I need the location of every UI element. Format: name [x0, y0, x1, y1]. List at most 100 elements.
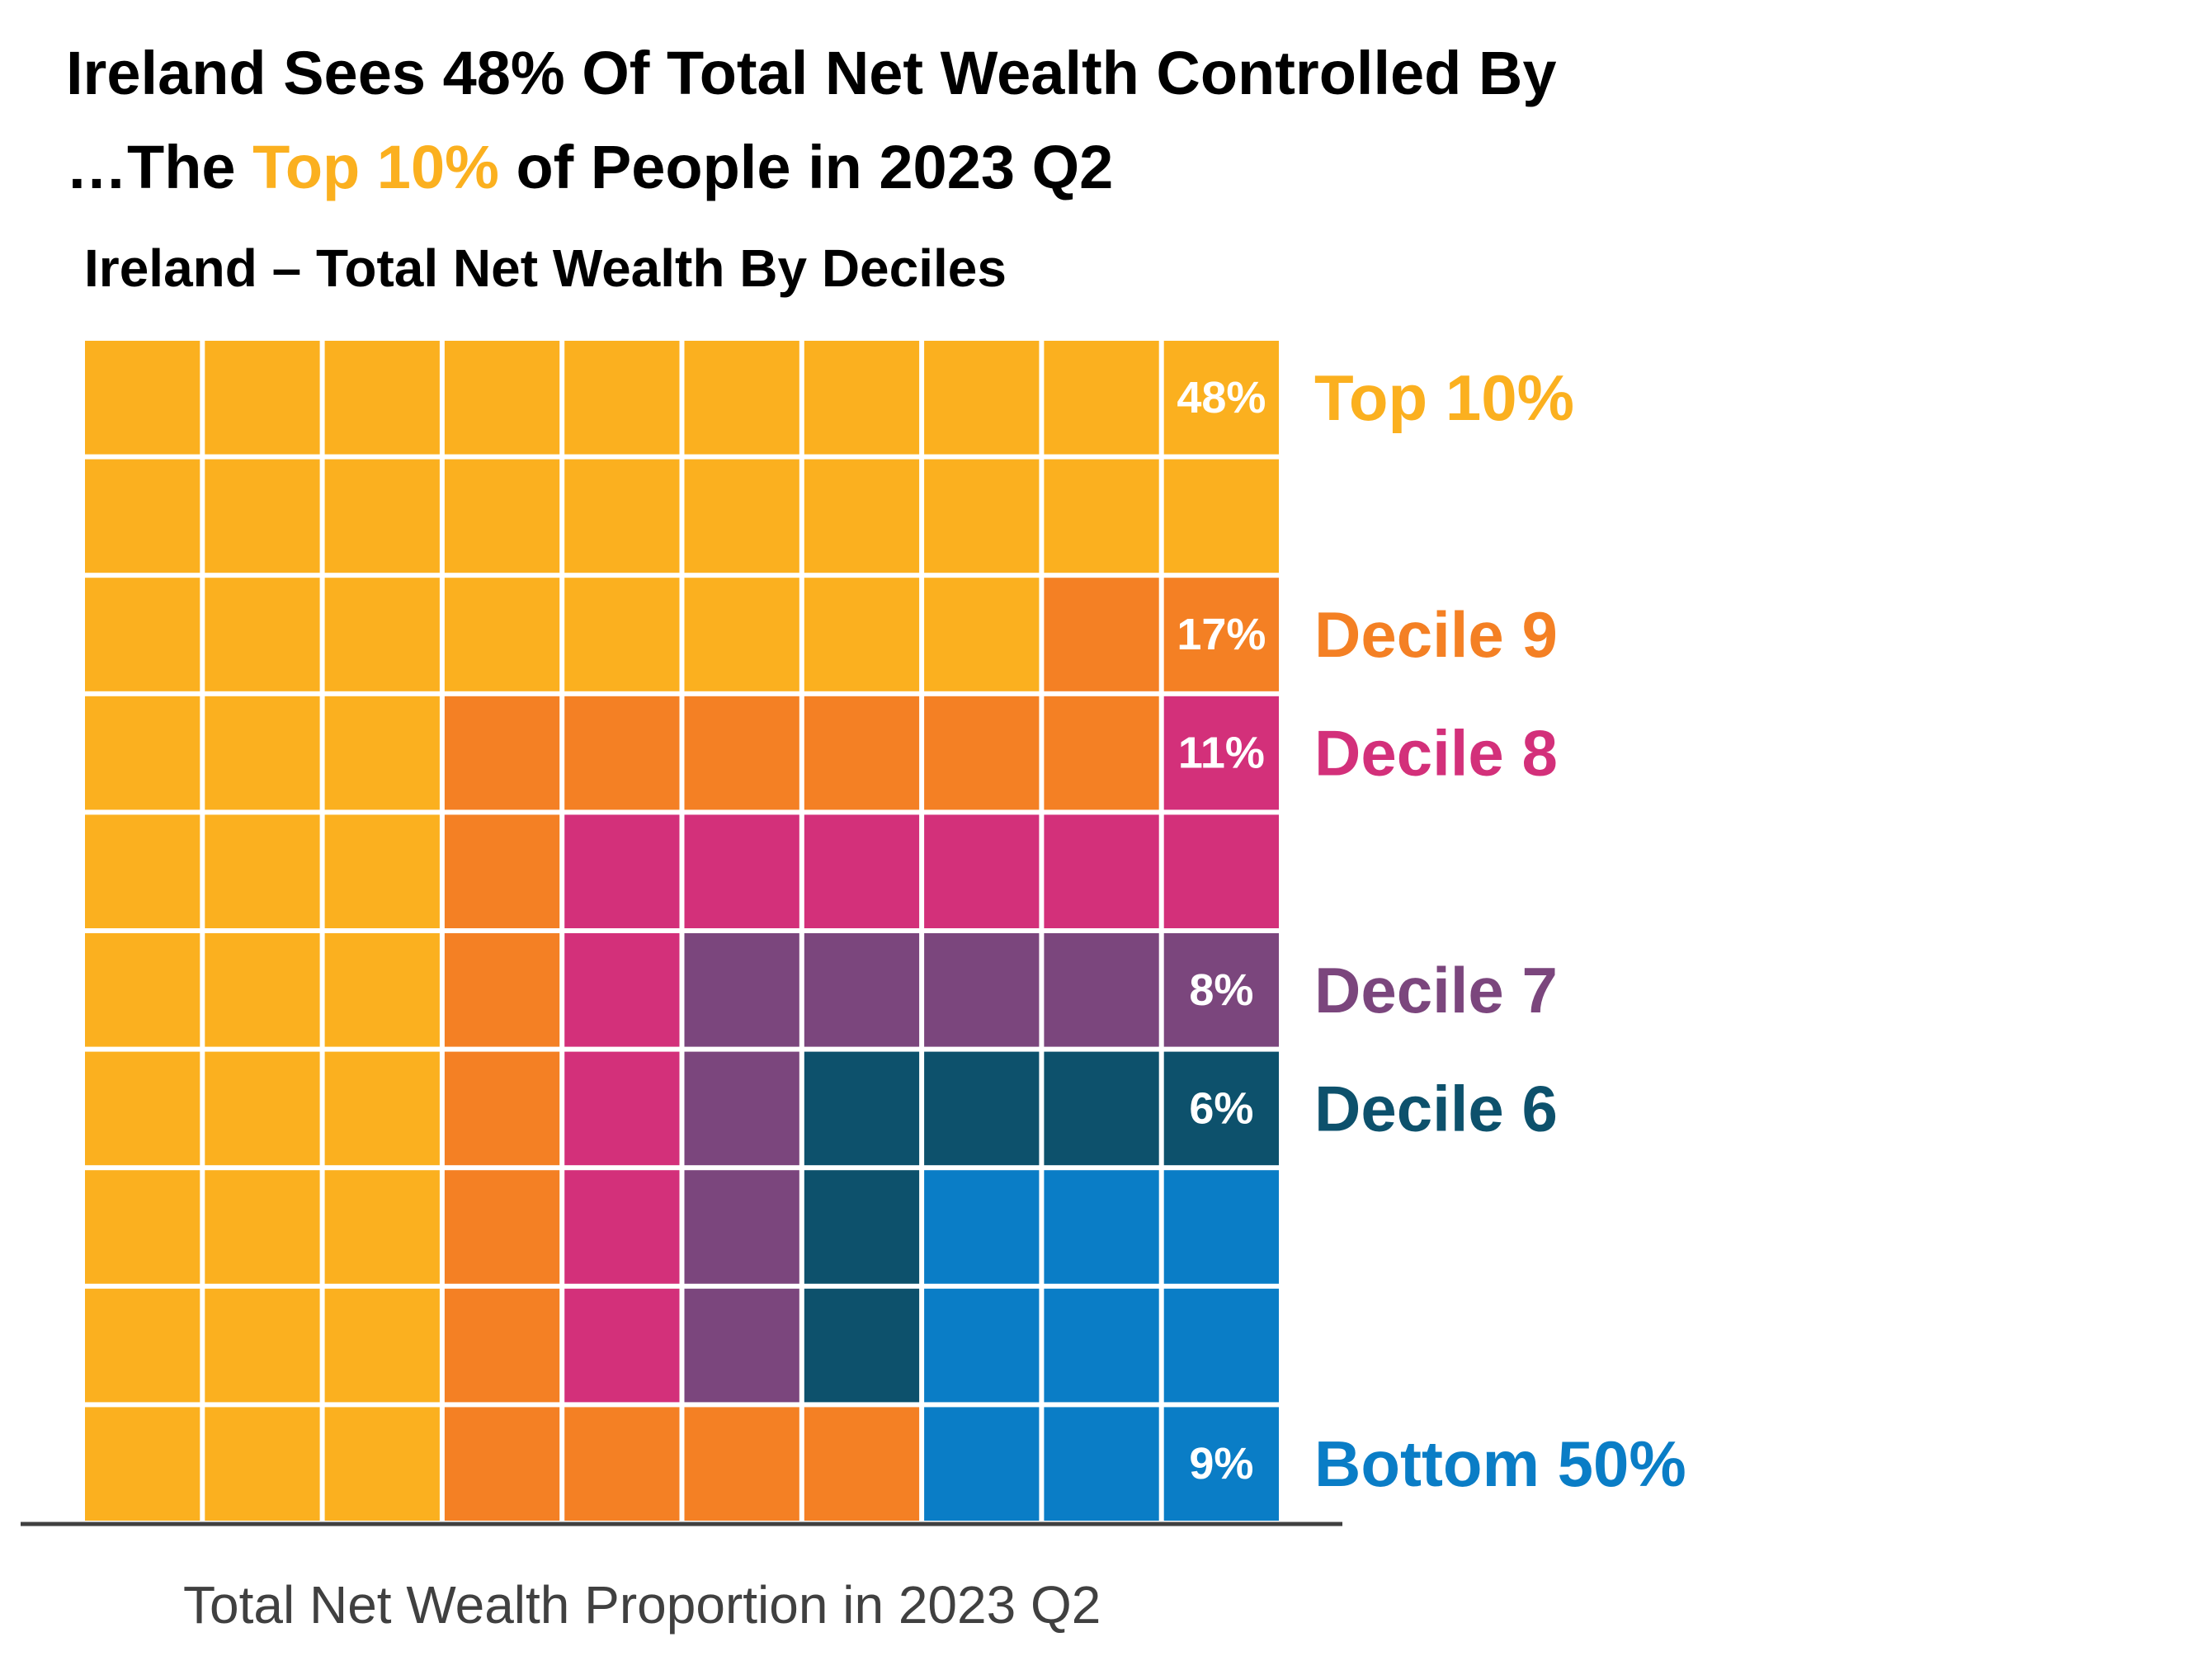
waffle-cell-decile9	[444, 1407, 560, 1521]
x-axis-label: Total Net Wealth Proportion in 2023 Q2	[183, 1575, 1101, 1635]
waffle-cell-decile7	[684, 933, 799, 1047]
waffle-cell-top10	[804, 341, 920, 455]
waffle-cell-top10	[1044, 341, 1159, 455]
waffle-cell-decile8	[564, 814, 680, 928]
series-name-decile9: Decile 9	[1314, 598, 1558, 671]
waffle-cell-decile9	[444, 814, 560, 928]
waffle-cell-top10	[205, 341, 320, 455]
waffle-cell-decile8	[924, 814, 1040, 928]
value-label-decile8: 11%	[1178, 729, 1265, 778]
waffle-cell-top10	[444, 578, 560, 691]
waffle-cell-top10	[205, 1407, 320, 1521]
waffle-cell-top10	[324, 1170, 440, 1284]
series-name-decile8: Decile 8	[1314, 717, 1558, 790]
waffle-cell-top10	[564, 459, 680, 573]
title-suffix: of People in 2023 Q2	[498, 133, 1114, 201]
waffle-cell-decile9	[564, 696, 680, 810]
waffle-cell-top10	[924, 459, 1040, 573]
waffle-cell-decile7	[684, 1288, 799, 1403]
title-highlight: Top 10%	[252, 133, 499, 201]
waffle-cell-top10	[324, 933, 440, 1047]
waffle-cell-bottom50	[1163, 1170, 1279, 1284]
waffle-cell-top10	[85, 1170, 200, 1284]
waffle-cell-decile9	[444, 933, 560, 1047]
series-name-decile6: Decile 6	[1314, 1072, 1558, 1144]
waffle-cell-decile7	[684, 1051, 799, 1166]
title-prefix: …The	[66, 133, 253, 201]
waffle-cell-top10	[205, 459, 320, 573]
waffle-cell-decile6	[1044, 1051, 1159, 1166]
waffle-cell-top10	[205, 578, 320, 691]
waffle-cell-decile8	[564, 1288, 680, 1403]
waffle-cell-decile8	[564, 1051, 680, 1166]
waffle-cell-top10	[804, 578, 920, 691]
waffle-cell-decile9	[684, 696, 799, 810]
waffle-cell-bottom50	[1044, 1288, 1159, 1403]
waffle-cell-decile7	[924, 933, 1040, 1047]
waffle-cell-bottom50	[924, 1170, 1040, 1284]
waffle-cell-decile7	[804, 933, 920, 1047]
waffle-cell-top10	[324, 1407, 440, 1521]
waffle-cell-decile8	[1163, 696, 1279, 810]
waffle-cell-top10	[85, 1407, 200, 1521]
waffle-cell-decile9	[444, 1170, 560, 1284]
value-label-decile6: 6%	[1189, 1083, 1253, 1133]
waffle-cell-decile9	[444, 696, 560, 810]
waffle-cell-decile6	[924, 1051, 1040, 1166]
waffle-cell-decile9	[804, 696, 920, 810]
waffle-cell-decile6	[804, 1051, 920, 1166]
waffle-cell-top10	[324, 814, 440, 928]
waffle-cell-bottom50	[1044, 1170, 1159, 1284]
chart-subtitle: Ireland – Total Net Wealth By Deciles	[84, 238, 1007, 298]
waffle-cell-top10	[85, 341, 200, 455]
waffle-cell-decile7	[1044, 933, 1159, 1047]
waffle-cell-top10	[205, 933, 320, 1047]
chart-title-line-1: Ireland Sees 48% Of Total Net Wealth Con…	[66, 39, 1557, 107]
waffle-cell-top10	[444, 341, 560, 455]
waffle-cell-bottom50	[1163, 1288, 1279, 1403]
waffle-cell-top10	[804, 459, 920, 573]
waffle-cell-decile7	[1163, 933, 1279, 1047]
series-name-top10: Top 10%	[1314, 361, 1574, 434]
waffle-cell-top10	[205, 1051, 320, 1166]
waffle-cell-bottom50	[924, 1288, 1040, 1403]
waffle-cell-decile6	[804, 1170, 920, 1284]
chart-title-line-2: …The Top 10% of People in 2023 Q2	[66, 137, 1113, 198]
waffle-cell-top10	[924, 341, 1040, 455]
waffle-cell-top10	[85, 933, 200, 1047]
waffle-cell-top10	[684, 459, 799, 573]
waffle-cell-top10	[684, 341, 799, 455]
waffle-cell-top10	[324, 459, 440, 573]
waffle-cell-top10	[564, 341, 680, 455]
waffle-cell-decile9	[564, 1407, 680, 1521]
waffle-cell-bottom50	[924, 1407, 1040, 1521]
waffle-cell-top10	[85, 578, 200, 691]
waffle-cell-decile9	[1163, 578, 1279, 691]
waffle-cell-decile6	[804, 1288, 920, 1403]
waffle-cell-top10	[324, 341, 440, 455]
waffle-cell-decile9	[924, 696, 1040, 810]
series-name-bottom50: Bottom 50%	[1314, 1427, 1686, 1500]
waffle-cell-decile8	[1163, 814, 1279, 928]
waffle-cell-top10	[924, 578, 1040, 691]
waffle-cell-top10	[85, 1051, 200, 1166]
waffle-cell-decile8	[564, 1170, 680, 1284]
waffle-cell-bottom50	[1044, 1407, 1159, 1521]
waffle-cell-decile9	[444, 1051, 560, 1166]
waffle-cell-top10	[1163, 459, 1279, 573]
waffle-cell-bottom50	[1163, 1407, 1279, 1521]
waffle-cell-decile6	[1163, 1051, 1279, 1166]
waffle-cell-decile8	[804, 814, 920, 928]
waffle-cell-decile8	[1044, 814, 1159, 928]
waffle-cell-decile8	[684, 814, 799, 928]
waffle-cell-top10	[564, 578, 680, 691]
waffle-cell-top10	[324, 1051, 440, 1166]
waffle-cell-top10	[1044, 459, 1159, 573]
waffle-cell-top10	[324, 696, 440, 810]
waffle-cell-decile9	[1044, 578, 1159, 691]
waffle-cell-decile8	[564, 933, 680, 1047]
value-label-top10: 48%	[1177, 373, 1266, 422]
value-label-decile7: 8%	[1189, 965, 1253, 1015]
waffle-cell-top10	[205, 814, 320, 928]
